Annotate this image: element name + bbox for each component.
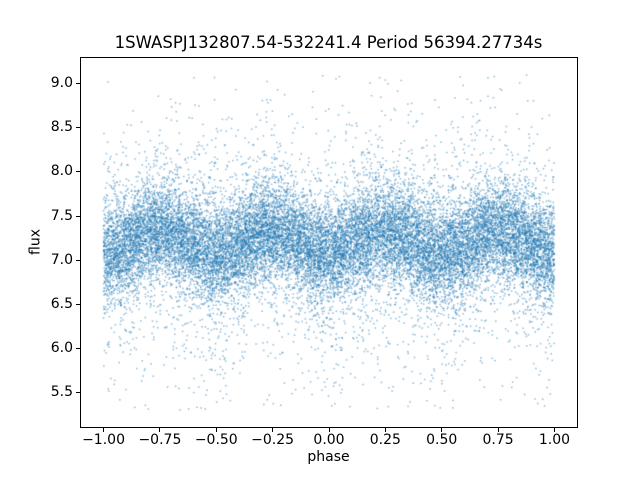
y-tick-label: 8.0: [50, 163, 73, 180]
x-tick-mark: [103, 428, 105, 432]
y-tick-label: 7.0: [50, 251, 73, 268]
y-tick-mark: [76, 83, 80, 85]
x-tick-mark: [384, 428, 386, 432]
y-tick-mark: [76, 215, 80, 217]
y-tick-label: 8.5: [50, 119, 73, 136]
x-tick-label: 0.00: [313, 432, 345, 448]
y-tick-label: 7.5: [50, 207, 73, 224]
x-tick-mark: [272, 428, 274, 432]
y-tick-mark: [76, 259, 80, 261]
x-tick-label: 1.00: [538, 432, 571, 448]
x-tick-label: −0.50: [194, 432, 238, 448]
x-tick-mark: [328, 428, 330, 432]
y-tick-mark: [76, 303, 80, 305]
x-tick-label: −0.75: [138, 432, 182, 448]
chart-title: 1SWASPJ132807.54-532241.4 Period 56394.2…: [114, 33, 543, 52]
x-tick-label: −1.00: [82, 432, 125, 448]
x-tick-label: 0.25: [369, 432, 401, 448]
x-axis-label: phase: [307, 449, 350, 465]
plot-area: [80, 57, 578, 428]
x-tick-mark: [215, 428, 217, 432]
y-tick-label: 6.0: [50, 339, 73, 356]
x-tick-mark: [553, 428, 555, 432]
y-tick-mark: [76, 127, 80, 129]
x-tick-label: −0.25: [251, 432, 295, 448]
x-tick-mark: [441, 428, 443, 432]
y-tick-label: 6.5: [50, 295, 73, 312]
y-tick-mark: [76, 171, 80, 173]
x-tick-mark: [159, 428, 161, 432]
scatter-points-canvas: [81, 58, 577, 427]
y-tick-label: 9.0: [50, 75, 73, 92]
y-tick-mark: [76, 392, 80, 394]
x-tick-label: 0.50: [426, 432, 458, 448]
y-tick-mark: [76, 347, 80, 349]
x-tick-mark: [497, 428, 499, 432]
x-tick-label: 0.75: [482, 432, 514, 448]
y-tick-label: 5.5: [50, 384, 73, 401]
